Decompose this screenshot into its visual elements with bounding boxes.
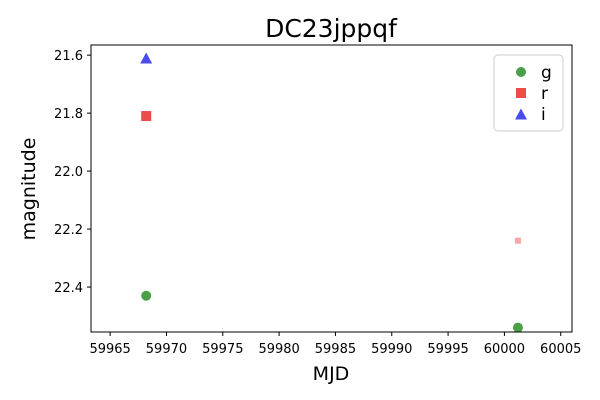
x-axis-title: MJD	[313, 363, 350, 385]
point-i	[140, 52, 153, 64]
plot-frame	[90, 44, 573, 333]
x-tick-label: 59965	[89, 342, 130, 357]
y-tick-label: 22.2	[54, 223, 83, 238]
x-tick-label: 59985	[315, 342, 356, 357]
y-axis-title: magnitude	[18, 138, 40, 241]
y-tick-label: 22.0	[54, 165, 83, 180]
legend-label-i: i	[541, 105, 546, 125]
legend-label-g: g	[541, 63, 552, 83]
x-tick-label: 59990	[371, 342, 412, 357]
x-tick-label: 59975	[202, 342, 243, 357]
legend-entries: gri	[515, 63, 552, 125]
point-r	[141, 111, 152, 122]
x-tick-label: 60000	[484, 342, 525, 357]
x-tick-label: 60005	[540, 342, 581, 357]
legend-label-r: r	[541, 84, 548, 104]
point-r	[514, 237, 521, 244]
legend: gri	[493, 54, 564, 132]
y-tick-label: 21.6	[54, 49, 83, 64]
point-g	[512, 322, 523, 333]
points-layer	[140, 52, 523, 333]
legend-box	[493, 54, 564, 132]
ticks-layer: 59965 59970 59975 59980 59985 59990 59995 60000…	[54, 49, 581, 357]
point-g	[141, 290, 152, 301]
y-tick-label: 22.4	[54, 281, 83, 296]
legend-marker-i	[515, 108, 527, 120]
x-tick-label: 59980	[258, 342, 299, 357]
x-tick-label: 59970	[146, 342, 187, 357]
legend-marker-g	[516, 67, 526, 77]
chart-title: DC23jppqf	[265, 14, 398, 43]
y-tick-label: 21.8	[54, 107, 83, 122]
legend-marker-r	[516, 88, 526, 98]
x-tick-label: 59995	[427, 342, 468, 357]
